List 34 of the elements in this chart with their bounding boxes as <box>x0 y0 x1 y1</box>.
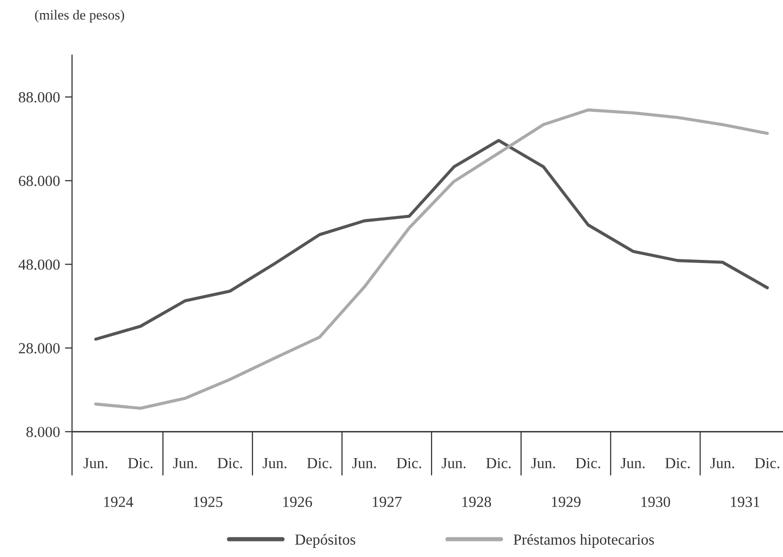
y-tick-label: 88.000 <box>18 92 60 102</box>
line-series <box>94 108 769 410</box>
x-tick-label: Jun. <box>620 458 645 468</box>
x-tick-label: Dic. <box>396 458 422 468</box>
x-tick-label: Dic. <box>486 458 511 468</box>
text: 1928 <box>462 496 492 508</box>
x-tick-label: Jun. <box>84 458 108 468</box>
text: 1929 <box>552 496 581 508</box>
text: 1925 <box>194 496 222 508</box>
x-tick-label: Dic. <box>307 458 332 468</box>
legend-label: Préstamos hipotecarios <box>514 534 654 548</box>
text: 1930 <box>641 496 670 508</box>
x-tick-label: Dic. <box>754 458 780 468</box>
x-tick-label: Jun. <box>262 458 286 468</box>
x-tick-label: Jun. <box>442 458 466 468</box>
x-tick-label: Jun. <box>531 458 555 468</box>
x-tick-label: Dic. <box>665 458 690 468</box>
text: 1927 <box>372 496 402 508</box>
x-tick-label: Jun. <box>173 458 197 468</box>
y-axis-title: (miles de pesos) <box>35 10 124 22</box>
x-tick-label: Dic. <box>128 458 152 468</box>
text: 1931 <box>731 496 760 508</box>
text: 1924 <box>104 496 134 508</box>
x-tick-label: Dic. <box>218 458 242 468</box>
y-tick-label: 8.000 <box>26 426 60 438</box>
legend-label: Depósitos <box>295 534 356 548</box>
y-tick-label: 28.000 <box>18 343 60 354</box>
text: 1926 <box>283 496 312 508</box>
y-tick-label: 68.000 <box>18 176 60 186</box>
line-series <box>94 138 769 341</box>
x-tick-label: Dic. <box>576 458 600 468</box>
x-tick-label: Jun. <box>352 458 376 468</box>
x-tick-label: Jun. <box>710 458 734 468</box>
y-tick-label: 48.000 <box>18 259 60 270</box>
